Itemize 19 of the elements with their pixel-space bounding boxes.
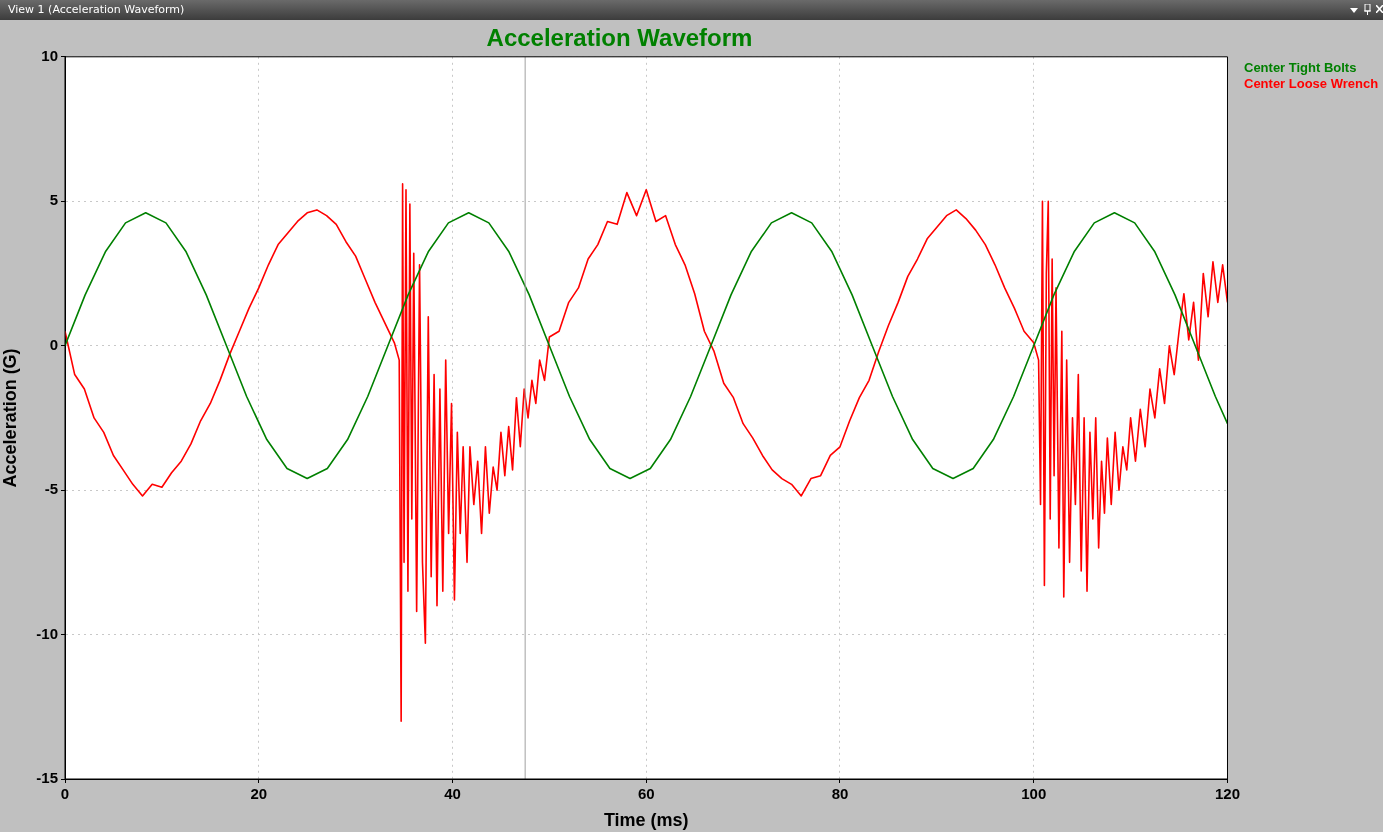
y-tick-label: 5	[49, 191, 58, 209]
x-tick-label: 80	[831, 785, 849, 803]
x-tick-label: 40	[444, 785, 461, 803]
text: Center Tight Bolts	[1244, 60, 1358, 76]
chart-title: Acceleration Waveform	[486, 24, 753, 52]
x-tick-label: 100	[1021, 785, 1047, 803]
text: View 1 (Acceleration Waveform)	[8, 3, 185, 16]
y-tick-label: 0	[49, 335, 58, 353]
y-axis-title: Acceleration (G)	[0, 348, 20, 488]
y-tick-label: -5	[44, 480, 58, 498]
y-tick-label: -15	[36, 769, 58, 787]
x-tick-label: 20	[250, 785, 268, 803]
x-axis-title: Time (ms)	[603, 810, 689, 831]
y-tick-label: 10	[41, 46, 58, 64]
x-tick-label: 0	[60, 785, 70, 803]
x-tick-label: 120	[1214, 785, 1240, 803]
y-tick-label: -10	[36, 624, 58, 642]
text: Center Loose Wrench	[1244, 76, 1379, 92]
x-tick-label: 60	[637, 785, 655, 803]
